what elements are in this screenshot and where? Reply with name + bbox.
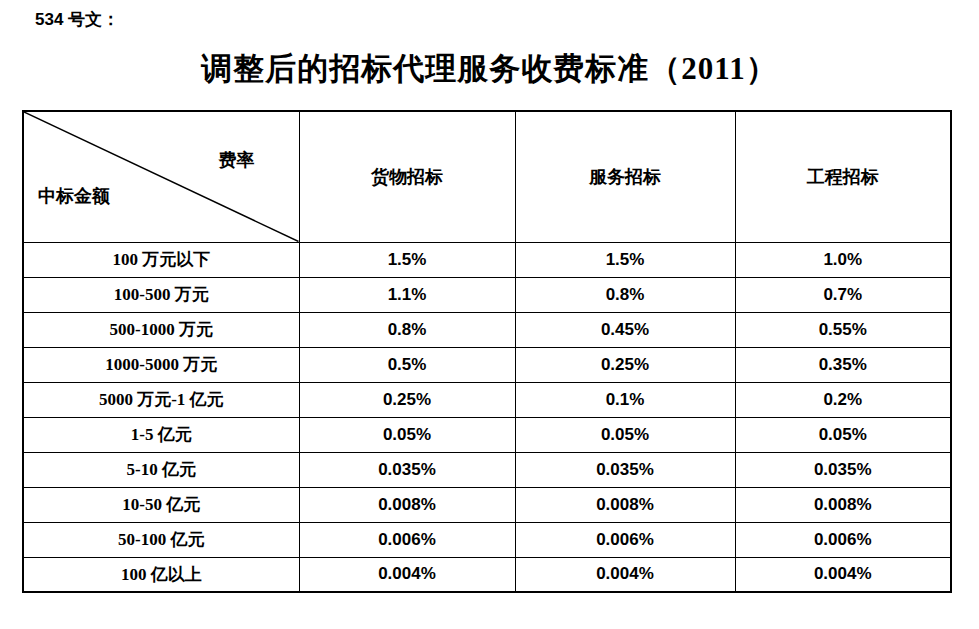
amount-range-label: 1000-5000 万元 <box>23 347 299 382</box>
amount-range-label: 100 万元以下 <box>23 242 299 277</box>
table-row: 500-1000 万元 0.8% 0.45% 0.55% <box>23 312 951 347</box>
column-header-goods: 货物招标 <box>299 111 515 242</box>
diagonal-divider-line <box>24 112 299 242</box>
table-header-row: 费率 中标金额 货物招标 服务招标 工程招标 <box>23 111 951 242</box>
column-header-engineering: 工程招标 <box>735 111 951 242</box>
table-row: 5-10 亿元 0.035% 0.035% 0.035% <box>23 452 951 487</box>
rate-cell: 0.035% <box>735 452 951 487</box>
amount-range-label: 100 亿以上 <box>23 557 299 592</box>
rate-cell: 1.1% <box>299 277 515 312</box>
table-row: 5000 万元-1 亿元 0.25% 0.1% 0.2% <box>23 382 951 417</box>
table-row: 10-50 亿元 0.008% 0.008% 0.008% <box>23 487 951 522</box>
rate-cell: 0.004% <box>299 557 515 592</box>
rate-cell: 0.1% <box>515 382 735 417</box>
rate-cell: 0.008% <box>299 487 515 522</box>
document-page: 534 号文： 调整后的招标代理服务收费标准（2011） 费率 中标金额 货物招… <box>0 0 979 629</box>
page-title: 调整后的招标代理服务收费标准（2011） <box>0 48 979 90</box>
corner-header-cell: 费率 中标金额 <box>23 111 299 242</box>
rate-cell: 0.006% <box>735 522 951 557</box>
table-row: 1-5 亿元 0.05% 0.05% 0.05% <box>23 417 951 452</box>
amount-range-label: 100-500 万元 <box>23 277 299 312</box>
amount-range-label: 500-1000 万元 <box>23 312 299 347</box>
rate-cell: 0.004% <box>515 557 735 592</box>
rate-cell: 0.55% <box>735 312 951 347</box>
corner-label-rate: 费率 <box>219 148 255 172</box>
rate-cell: 0.004% <box>735 557 951 592</box>
doc-number-label: 534 号文： <box>35 8 119 31</box>
column-header-services: 服务招标 <box>515 111 735 242</box>
table-row: 100 万元以下 1.5% 1.5% 1.0% <box>23 242 951 277</box>
rate-cell: 0.45% <box>515 312 735 347</box>
rate-cell: 0.006% <box>515 522 735 557</box>
amount-range-label: 5000 万元-1 亿元 <box>23 382 299 417</box>
rate-cell: 0.05% <box>299 417 515 452</box>
table-row: 100 亿以上 0.004% 0.004% 0.004% <box>23 557 951 592</box>
rate-cell: 0.035% <box>299 452 515 487</box>
rate-cell: 0.05% <box>735 417 951 452</box>
corner-label-amount: 中标金额 <box>38 184 110 208</box>
amount-range-label: 10-50 亿元 <box>23 487 299 522</box>
rate-cell: 0.25% <box>515 347 735 382</box>
table-row: 1000-5000 万元 0.5% 0.25% 0.35% <box>23 347 951 382</box>
rate-cell: 0.05% <box>515 417 735 452</box>
amount-range-label: 5-10 亿元 <box>23 452 299 487</box>
table-row: 100-500 万元 1.1% 0.8% 0.7% <box>23 277 951 312</box>
rate-cell: 0.25% <box>299 382 515 417</box>
rate-cell: 1.5% <box>299 242 515 277</box>
amount-range-label: 50-100 亿元 <box>23 522 299 557</box>
rate-cell: 0.2% <box>735 382 951 417</box>
rate-cell: 0.035% <box>515 452 735 487</box>
rate-cell: 0.7% <box>735 277 951 312</box>
table-row: 50-100 亿元 0.006% 0.006% 0.006% <box>23 522 951 557</box>
amount-range-label: 1-5 亿元 <box>23 417 299 452</box>
rate-cell: 0.8% <box>299 312 515 347</box>
rate-cell: 0.35% <box>735 347 951 382</box>
rate-cell: 1.0% <box>735 242 951 277</box>
rate-cell: 0.008% <box>735 487 951 522</box>
rate-cell: 0.5% <box>299 347 515 382</box>
fee-table: 费率 中标金额 货物招标 服务招标 工程招标 100 万元以下 1.5% 1.5… <box>22 110 952 593</box>
rate-cell: 0.008% <box>515 487 735 522</box>
rate-cell: 1.5% <box>515 242 735 277</box>
rate-cell: 0.8% <box>515 277 735 312</box>
rate-cell: 0.006% <box>299 522 515 557</box>
